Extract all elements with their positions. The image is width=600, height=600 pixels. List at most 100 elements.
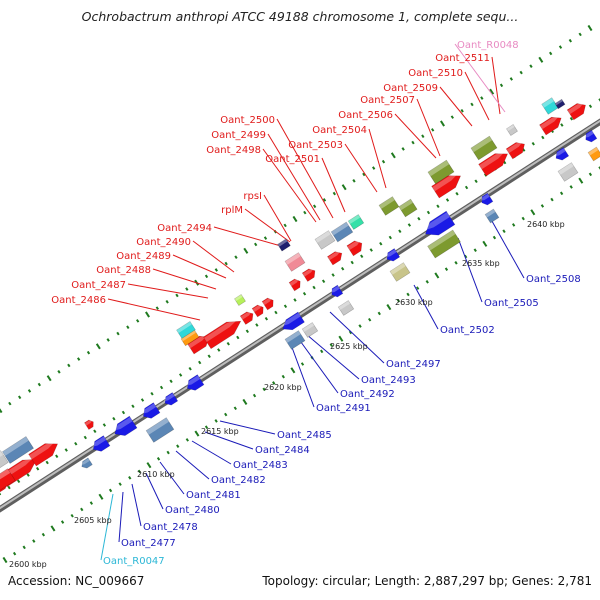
tick-mark: [106, 338, 110, 342]
gene-feature: [284, 252, 306, 272]
tick-mark: [290, 367, 296, 374]
tick-mark: [588, 104, 593, 109]
forward-gene-label: Oant_2499: [211, 130, 266, 141]
gene-feature: [251, 304, 264, 318]
tick-mark: [178, 373, 183, 377]
gene-highlight: [163, 393, 175, 402]
tick-mark: [390, 152, 396, 159]
forward-gene-label: Oant_2500: [220, 115, 275, 126]
gene-arrow: [142, 402, 161, 419]
forward-gene-label: Oant_2511: [435, 53, 490, 64]
tick-mark: [16, 479, 21, 484]
tick-mark: [560, 123, 564, 127]
gene-feature: [2, 436, 34, 464]
gene-feature: [301, 322, 319, 338]
tick-mark: [50, 525, 56, 532]
tick-mark: [436, 204, 440, 209]
tick-mark: [388, 235, 392, 240]
gene-arrow: [539, 116, 562, 136]
tick-mark: [67, 363, 71, 368]
gene-arrow: [164, 392, 179, 406]
tick-mark: [204, 425, 209, 430]
reverse-gene-leader: [487, 213, 525, 279]
tick-mark: [118, 482, 122, 486]
tick-mark: [531, 141, 535, 146]
gene-feature: [423, 210, 456, 236]
forward-gene-label: Oant_2486: [51, 295, 106, 306]
gene-highlight: [302, 322, 315, 332]
gene-features: [0, 97, 600, 499]
gene-highlight: [390, 262, 406, 275]
tick-mark: [578, 32, 582, 37]
tick-mark: [406, 292, 410, 297]
gene-arrow: [261, 297, 274, 311]
tick-mark: [521, 216, 525, 221]
tick-mark: [482, 240, 488, 247]
gene-highlight: [479, 150, 506, 170]
gene-box: [284, 252, 306, 272]
gene-highlight: [427, 160, 450, 177]
tick-mark: [569, 116, 574, 121]
forward-gene-label: Oant_2501: [265, 154, 320, 165]
tick-mark: [377, 311, 381, 316]
reverse-gene-label: Oant_2481: [186, 490, 241, 501]
tick-mark: [255, 323, 259, 327]
gene-highlight: [285, 252, 301, 265]
gene-arrow: [346, 240, 363, 257]
forward-gene-label: rpsI: [243, 191, 262, 202]
tick-mark: [362, 172, 366, 177]
gene-feature: [506, 124, 518, 136]
tick-mark: [41, 532, 46, 537]
tick-mark: [102, 423, 107, 427]
gene-highlight: [240, 311, 252, 320]
tick-mark: [538, 56, 544, 63]
tick-mark: [22, 545, 26, 550]
gene-feature: [557, 162, 579, 182]
tick-mark: [64, 448, 68, 452]
reverse-gene-label: Oant_2483: [233, 460, 288, 471]
gene-highlight: [379, 196, 395, 209]
forward-gene-label: Oant_2489: [116, 251, 171, 262]
gene-arrow: [202, 320, 242, 350]
pseudo-gene-label: Oant_R0048: [457, 40, 519, 51]
tick-mark: [262, 387, 266, 392]
gene-highlight: [203, 318, 239, 342]
tick-mark: [558, 45, 563, 49]
gene-highlight: [234, 294, 243, 302]
gene-arrow: [566, 103, 586, 121]
tick-mark: [27, 389, 32, 393]
gene-feature: [326, 251, 343, 266]
tick-mark: [396, 298, 401, 303]
gene-arrow: [28, 443, 59, 467]
gene-feature: [261, 297, 274, 311]
gene-feature: [554, 98, 566, 110]
gene-arrow: [288, 278, 301, 292]
gene-highlight: [289, 279, 299, 287]
gene-highlight: [0, 468, 11, 484]
forward-gene-leader: [368, 128, 387, 189]
tick-mark: [32, 539, 36, 543]
gene-highlight: [588, 147, 599, 156]
tick-mark: [274, 310, 278, 315]
gene-arrow: [301, 268, 316, 282]
gene-feature: [566, 102, 586, 121]
tick-mark: [57, 369, 61, 374]
gene-feature: [281, 311, 305, 331]
tick-mark: [214, 419, 218, 423]
gene-arrow: [481, 192, 494, 206]
tick-mark: [136, 319, 140, 323]
tick-mark: [329, 343, 333, 347]
gene-highlight: [29, 440, 56, 460]
tick-mark: [198, 360, 202, 365]
reverse-gene-label: Oant_2484: [255, 445, 310, 456]
gene-feature: [277, 238, 291, 252]
gene-highlight: [331, 222, 349, 236]
gene-box: [389, 262, 411, 282]
forward-gene-leader: [321, 157, 346, 213]
tick-mark: [93, 429, 97, 434]
tick-mark: [264, 316, 269, 321]
tick-mark: [116, 331, 120, 336]
gene-feature: [478, 150, 509, 177]
gene-highlight: [112, 417, 133, 432]
